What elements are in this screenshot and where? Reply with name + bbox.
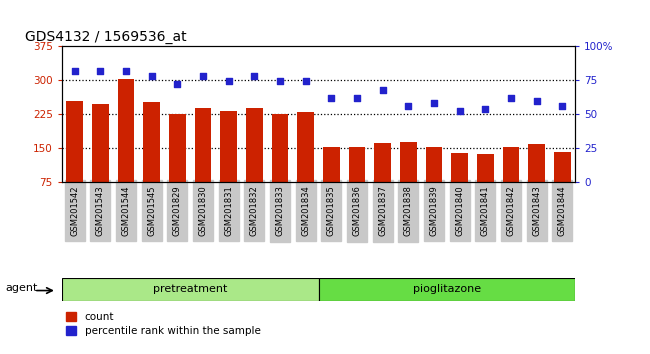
Bar [451, 153, 468, 216]
Text: pretreatment: pretreatment [153, 284, 228, 295]
Point [532, 98, 542, 103]
Bar [348, 147, 365, 216]
Point [198, 73, 208, 79]
Point [326, 95, 337, 101]
Point [300, 79, 311, 84]
Point [403, 103, 413, 109]
Bar [502, 147, 519, 216]
Bar [297, 112, 314, 216]
Bar [477, 154, 494, 216]
Bar [374, 143, 391, 216]
Point [557, 103, 567, 109]
Point [506, 95, 516, 101]
Bar [66, 102, 83, 216]
Point [429, 101, 439, 106]
Text: GDS4132 / 1569536_at: GDS4132 / 1569536_at [25, 30, 187, 44]
Point [121, 68, 131, 73]
Point [480, 106, 491, 112]
Bar [246, 108, 263, 216]
Point [95, 68, 105, 73]
Bar [554, 152, 571, 216]
Bar [143, 102, 160, 216]
Bar [426, 147, 443, 216]
Bar [169, 114, 186, 216]
Bar [400, 142, 417, 216]
Bar [62, 278, 318, 301]
Point [146, 73, 157, 79]
Text: pioglitazone: pioglitazone [413, 284, 481, 295]
Bar [118, 79, 135, 216]
Point [172, 81, 183, 87]
Text: agent: agent [5, 283, 37, 293]
Bar [323, 147, 340, 216]
Point [224, 79, 234, 84]
Bar [528, 144, 545, 216]
Point [249, 73, 259, 79]
Point [70, 68, 80, 73]
Point [352, 95, 362, 101]
Bar [220, 111, 237, 216]
Bar [318, 278, 575, 301]
Point [378, 87, 388, 92]
Bar [194, 108, 211, 216]
Bar [272, 114, 289, 216]
Legend: count, percentile rank within the sample: count, percentile rank within the sample [62, 308, 265, 341]
Bar [92, 104, 109, 216]
Point [275, 79, 285, 84]
Point [454, 109, 465, 114]
